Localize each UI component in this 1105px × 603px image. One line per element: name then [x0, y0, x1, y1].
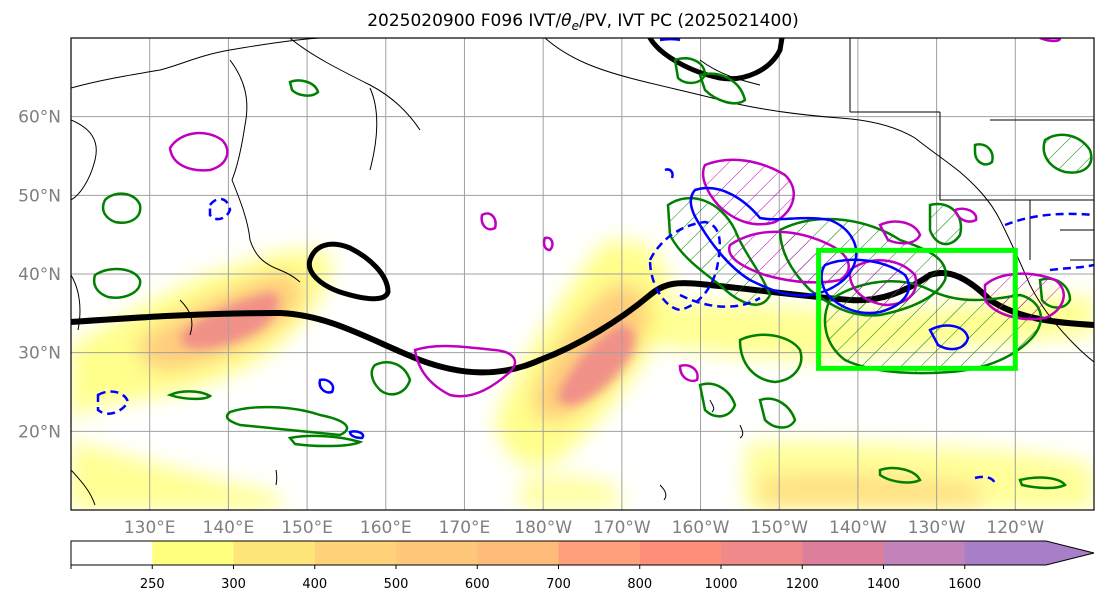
longitude-label: 130°E [124, 518, 176, 538]
longitude-label: 150°E [281, 518, 333, 538]
colorbar-tick-label: 600 [465, 577, 490, 592]
colorbar-cell [396, 541, 478, 565]
colorbar-tick-label: 1400 [867, 577, 900, 592]
colorbar-tick-label: 700 [546, 577, 571, 592]
colorbar-cell [883, 541, 966, 565]
colorbar-cell [233, 541, 316, 565]
theta-e-contours [71, 38, 1094, 376]
longitude-label: 120°W [986, 518, 1044, 538]
colorbar-tick-label: 800 [627, 577, 652, 592]
latitude-labels: 60°N 50°N 40°N 30°N 20°N [18, 108, 61, 443]
colorbar-tick-label: 1200 [786, 577, 819, 592]
longitude-label: 170°W [593, 518, 651, 538]
colorbar-cell [639, 541, 722, 565]
latitude-label: 60°N [18, 108, 61, 128]
longitude-label: 160°W [672, 518, 730, 538]
colorbar-cell [71, 541, 153, 565]
longitude-label: 180°W [514, 518, 572, 538]
target-region-box [816, 247, 1018, 371]
colorbar-cell [152, 541, 234, 565]
figure-title: 2025020900 F096 IVT/θe/PV, IVT PC (20250… [367, 11, 799, 33]
colorbar-tick-label: 400 [302, 577, 327, 592]
colorbar-cell [558, 541, 641, 565]
colorbar-tick-label: 1600 [948, 577, 981, 592]
pv-contours-blue [96, 38, 1094, 486]
theta-e-contour-closed [306, 241, 391, 302]
colorbar-cell [721, 541, 803, 565]
longitude-label: 150°W [750, 518, 808, 538]
colorbar-tick-label: 250 [140, 577, 165, 592]
colorbar-tick-label: 1000 [704, 577, 737, 592]
colorbar-tick-label: 500 [384, 577, 409, 592]
longitude-label: 140°W [829, 518, 887, 538]
longitude-label: 140°E [203, 518, 255, 538]
longitude-label: 160°E [360, 518, 412, 538]
colorbar-cell [314, 541, 397, 565]
colorbar-tick-label: 300 [221, 577, 246, 592]
latitude-label: 30°N [18, 344, 61, 364]
colorbar-cell [802, 541, 884, 565]
longitude-labels: 130°E 140°E 150°E 160°E 170°E 180°W 170°W 160°W… [124, 518, 1045, 538]
latitude-label: 50°N [18, 186, 61, 206]
latitude-label: 20°N [18, 422, 61, 442]
longitude-label: 170°E [439, 518, 491, 538]
longitude-label: 130°W [908, 518, 966, 538]
colorbar-cell [477, 541, 559, 565]
latitude-label: 40°N [18, 265, 61, 285]
theta-e-contour-north [647, 38, 785, 82]
colorbar: 250 300 400 500 600 700 800 1000 1200 1400 1600 [70, 540, 1095, 592]
map-frame [70, 37, 1095, 511]
theta-e-contour-main [71, 270, 1094, 376]
map-panel [70, 37, 1095, 511]
colorbar-cell [964, 541, 1094, 565]
